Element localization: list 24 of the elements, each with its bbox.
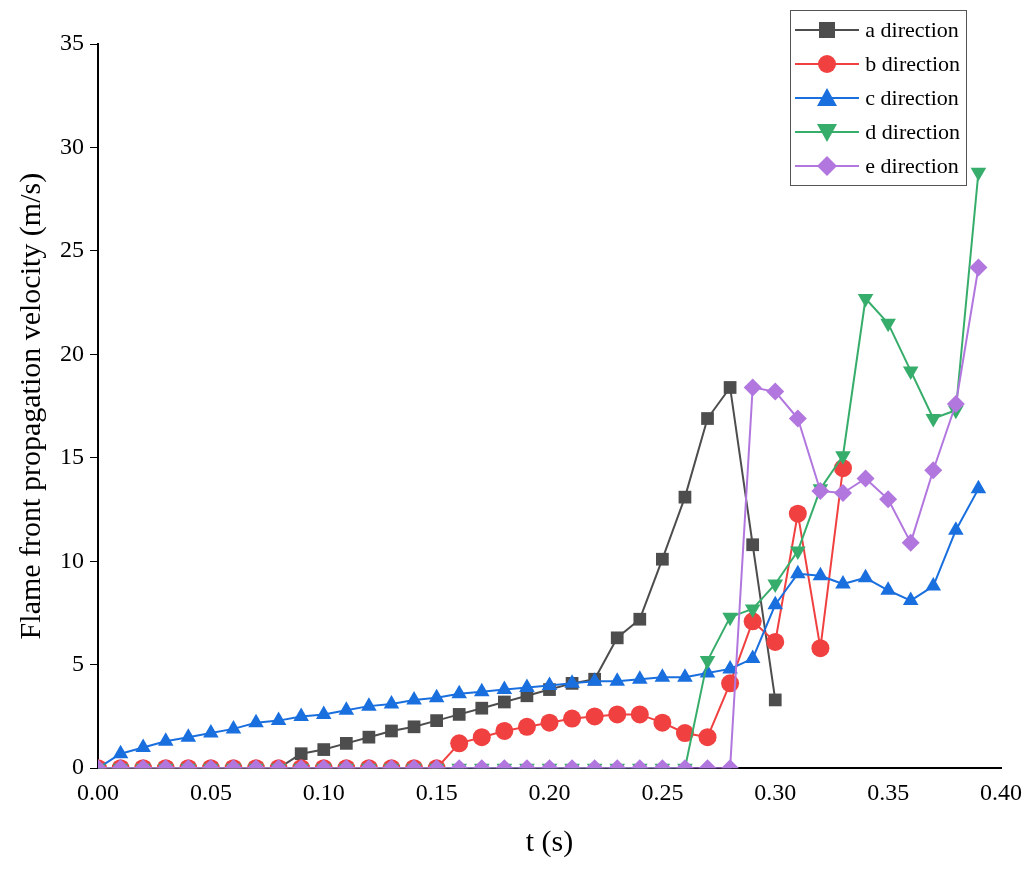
x-tick-label: 0.05 xyxy=(189,778,232,805)
y-tick-label: 20 xyxy=(60,339,84,366)
y-tick-label: 0 xyxy=(72,753,84,780)
legend-label: a direction xyxy=(865,17,959,43)
y-tick-label: 10 xyxy=(60,546,84,573)
legend-label: b direction xyxy=(865,51,960,77)
y-tick-label: 30 xyxy=(60,132,84,159)
y-tick-label: 25 xyxy=(60,236,84,263)
x-tick-label: 0.20 xyxy=(528,778,571,805)
y-tick-label: 35 xyxy=(60,29,84,56)
x-tick-label: 0.40 xyxy=(980,778,1022,805)
x-tick-label: 0.35 xyxy=(867,778,910,805)
legend-label: d direction xyxy=(865,119,960,145)
x-tick-label: 0.00 xyxy=(77,778,119,805)
x-tick-label: 0.10 xyxy=(302,778,345,805)
y-axis-title: Flame front propagation velocity (m/s) xyxy=(12,172,47,640)
legend-label: e direction xyxy=(865,153,959,179)
x-axis-title: t (s) xyxy=(525,823,574,858)
legend-label: c direction xyxy=(865,85,959,111)
x-tick-label: 0.30 xyxy=(754,778,797,805)
x-tick-label: 0.25 xyxy=(641,778,684,805)
y-tick-label: 5 xyxy=(72,650,84,677)
y-tick-label: 15 xyxy=(60,443,84,470)
x-tick-label: 0.15 xyxy=(415,778,458,805)
